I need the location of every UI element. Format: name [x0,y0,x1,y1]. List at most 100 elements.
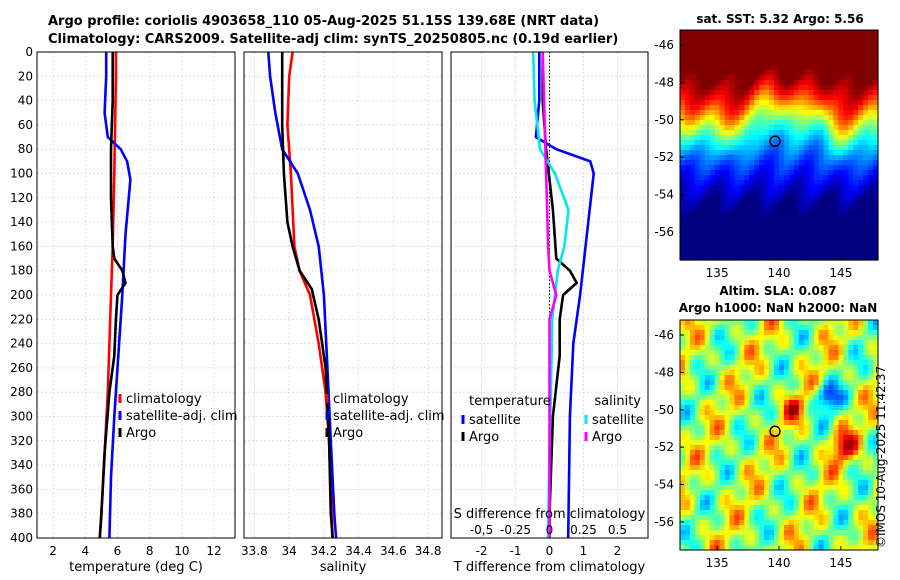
heatmap-cell [769,180,775,186]
heatmap-cell [793,450,800,456]
heatmap-cell [813,490,820,496]
heatmap-cell [689,325,696,331]
heatmap-cell [714,425,721,431]
heatmap-cell [788,460,795,466]
heatmap-cell [704,240,711,246]
heatmap-cell [754,50,760,56]
heatmap-cell [694,435,701,441]
heatmap-cell [779,370,785,376]
heatmap-cell [793,445,800,451]
heatmap-cell [833,250,839,256]
heatmap-cell [828,415,835,421]
latitude-tick-label: -54 [654,188,674,202]
heatmap-cell [813,405,820,411]
heatmap-cell [754,55,760,61]
heatmap-cell [858,115,864,121]
heatmap-cell [863,145,869,151]
heatmap-cell [744,230,750,236]
heatmap-cell [833,140,839,146]
heatmap-cell [704,85,711,91]
heatmap-cell [848,510,854,516]
heatmap-cell [783,465,790,471]
heatmap-cell [868,205,874,211]
heatmap-cell [754,30,760,36]
heatmap-cell [709,405,716,411]
heatmap-cell [709,255,716,261]
heatmap-cell [680,455,686,461]
heatmap-cell [680,525,686,531]
heatmap-cell [843,205,849,211]
x-tick-label: 34.4 [345,544,372,558]
heatmap-cell [873,500,879,506]
heatmap-cell [739,480,745,486]
heatmap-cell [823,485,830,491]
heatmap-cell [680,170,686,176]
heatmap-cell [680,160,686,166]
heatmap-cell [699,45,706,51]
heatmap-cell [788,140,795,146]
heatmap-cell [848,165,854,171]
heatmap-cell [769,40,775,46]
heatmap-cell [699,400,706,406]
heatmap-cell [818,425,825,431]
heatmap-cell [764,200,770,206]
heatmap-cell [813,375,820,381]
heatmap-cell [684,515,691,521]
heatmap-cell [744,225,750,231]
heatmap-cell [808,145,815,151]
heatmap-cell [739,510,745,516]
heatmap-cell [759,55,765,61]
heatmap-cell [793,80,800,86]
heatmap-cell [734,485,740,491]
heatmap-cell [774,100,780,106]
heatmap-cell [868,135,874,141]
heatmap-cell [798,530,805,536]
heatmap-cell [769,240,775,246]
heatmap-cell [704,485,711,491]
heatmap-cell [684,195,691,201]
heatmap-cell [808,130,815,136]
heatmap-cell [843,165,849,171]
heatmap-cell [863,415,869,421]
heatmap-cell [680,365,686,371]
heatmap-cell [769,125,775,131]
heatmap-cell [813,525,820,531]
heatmap-cell [808,410,815,416]
heatmap-cell [858,430,864,436]
longitude-tick-label: 135 [706,266,729,280]
heatmap-cell [719,245,726,251]
heatmap-cell [719,240,726,246]
secondary-tick-label: 0.25 [570,523,597,537]
heatmap-cell [709,345,716,351]
heatmap-cell [793,60,800,66]
heatmap-cell [744,190,750,196]
heatmap-cell [774,440,780,446]
heatmap-cell [793,140,800,146]
heatmap-cell [803,420,810,426]
heatmap-cell [684,175,691,181]
heatmap-cell [774,95,780,101]
heatmap-cell [680,185,686,191]
heatmap-cell [699,95,706,101]
heatmap-cell [694,105,701,111]
heatmap-cell [684,160,691,166]
heatmap-cell [769,75,775,81]
sla-map-title-line-2: Argo h1000: NaN h2000: NaN [678,301,878,315]
heatmap-cell [684,355,691,361]
heatmap-cell [803,370,810,376]
heatmap-cell [793,110,800,116]
heatmap-cell [788,50,795,56]
heatmap-cell [853,130,859,136]
heatmap-cell [734,150,740,156]
heatmap-cell [828,180,835,186]
heatmap-cell [680,360,686,366]
heatmap-cell [759,430,765,436]
heatmap-cell [828,200,835,206]
heatmap-cell [863,130,869,136]
heatmap-cell [833,335,839,341]
heatmap-cell [798,255,805,261]
heatmap-cell [858,235,864,241]
heatmap-cell [704,330,711,336]
heatmap-cell [833,115,839,121]
